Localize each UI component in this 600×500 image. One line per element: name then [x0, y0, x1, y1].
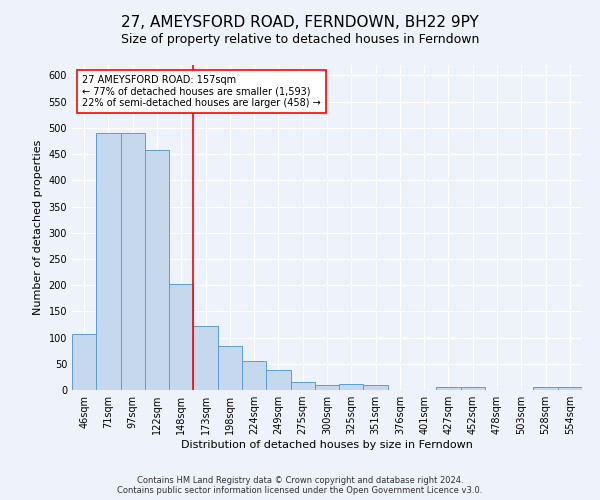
Text: Contains HM Land Registry data © Crown copyright and database right 2024.
Contai: Contains HM Land Registry data © Crown c… — [118, 476, 482, 495]
Bar — [242, 361, 266, 390]
Bar — [533, 387, 558, 390]
Bar — [461, 388, 485, 390]
Bar — [339, 384, 364, 390]
Bar — [290, 382, 315, 390]
Y-axis label: Number of detached properties: Number of detached properties — [33, 140, 43, 315]
Bar — [218, 346, 242, 390]
Bar — [558, 387, 582, 390]
Text: Size of property relative to detached houses in Ferndown: Size of property relative to detached ho… — [121, 32, 479, 46]
Text: 27 AMEYSFORD ROAD: 157sqm
← 77% of detached houses are smaller (1,593)
22% of se: 27 AMEYSFORD ROAD: 157sqm ← 77% of detac… — [82, 74, 321, 108]
Bar — [266, 370, 290, 390]
Bar — [193, 326, 218, 390]
Bar — [315, 385, 339, 390]
Bar — [72, 334, 96, 390]
X-axis label: Distribution of detached houses by size in Ferndown: Distribution of detached houses by size … — [181, 440, 473, 450]
Bar — [169, 284, 193, 390]
Bar — [96, 133, 121, 390]
Bar — [364, 385, 388, 390]
Bar — [145, 150, 169, 390]
Text: 27, AMEYSFORD ROAD, FERNDOWN, BH22 9PY: 27, AMEYSFORD ROAD, FERNDOWN, BH22 9PY — [121, 15, 479, 30]
Bar — [436, 388, 461, 390]
Bar — [121, 133, 145, 390]
